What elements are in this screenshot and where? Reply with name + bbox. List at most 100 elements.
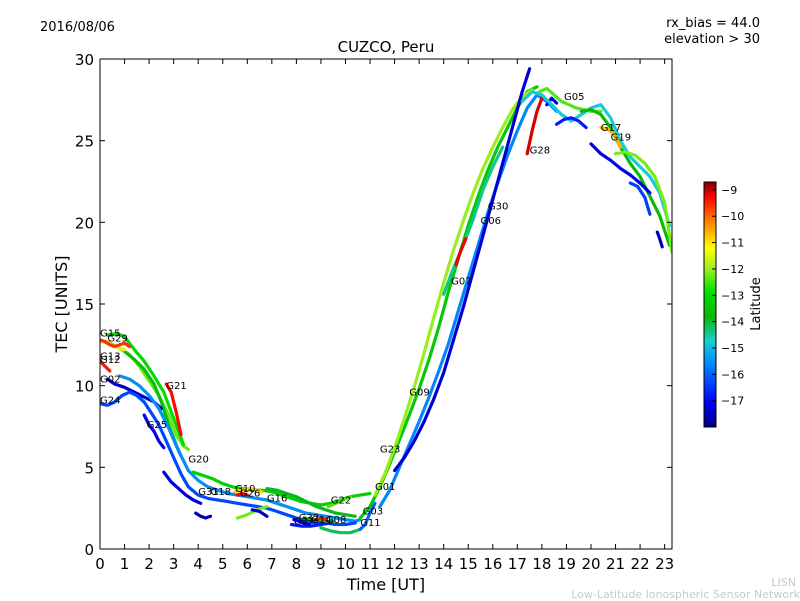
colorbar-label: Latitude [749,277,764,331]
series-track-18 [265,487,357,518]
series-track-17 [250,508,269,518]
satellite-label-g28: G28 [530,146,550,157]
satellite-label-g22: G22 [331,495,351,506]
colorbar-tick-label-2: −11 [721,237,744,250]
x-tick-label-0: 0 [95,555,105,573]
satellite-label-g26: G26 [240,489,260,500]
satellite-label-g29: G29 [107,334,127,345]
series-layer [100,67,672,535]
colorbar-tick-label-8: −17 [721,395,744,408]
colorbar-tick-label-0: −9 [721,184,737,197]
y-axis: 0 5 10 15 20 25 30 [75,51,672,559]
satellite-label-g10: G10 [235,484,255,495]
bias-label: rx_bias = 44.0 [666,16,760,31]
series-track-9 [142,413,166,450]
x-tick-label-11: 11 [360,555,379,573]
x-tick-label-18: 18 [532,555,551,573]
colorbar [703,181,717,428]
satellite-label-g19: G19 [611,133,631,144]
series-track-36 [554,116,588,130]
x-tick-label-19: 19 [557,555,576,573]
x-axis: 0 1 2 3 4 5 6 7 8 9 10 11 12 13 14 15 16 17 18 19 20 21 22 23 [95,59,674,573]
series-track-41 [628,181,652,216]
series-track-14 [233,487,264,494]
y-tick-label-10: 10 [75,378,94,396]
colorbar-tick-label-3: −12 [721,263,744,276]
satellite-label-g13: G13 [100,352,120,363]
chart-title: CUZCO, Peru [338,38,435,56]
series-track-38 [599,125,623,149]
satellite-label-g12: G12 [100,355,120,366]
x-tick-label-8: 8 [292,555,302,573]
series-track-7 [117,374,362,523]
satellite-label-g20: G20 [188,454,208,465]
satellite-label-g03: G03 [363,507,383,518]
y-tick-label-30: 30 [75,51,94,69]
x-tick-label-6: 6 [243,555,253,573]
x-tick-label-13: 13 [410,555,429,573]
colorbar-ticks: −9 −10 −11 −12 −13 −14 −15 −16 −17 [712,184,744,408]
date-label: 2016/08/06 [40,20,115,35]
x-tick-label-7: 7 [267,555,277,573]
satellite-label-g18: G18 [211,487,231,498]
satellite-label-g21: G21 [166,381,186,392]
satellite-label-g23: G23 [380,445,400,456]
y-tick-label-0: 0 [84,541,94,559]
x-tick-label-2: 2 [144,555,154,573]
series-track-37 [579,107,672,247]
series-track-30 [442,145,505,296]
satellite-label-g31: G31 [198,487,218,498]
satellite-label-g08: G08 [326,515,346,526]
satellite-label-g15: G15 [100,329,120,340]
x-tick-label-17: 17 [508,555,527,573]
series-track-29 [393,67,532,473]
x-tick-label-3: 3 [169,555,179,573]
colorbar-tick-label-1: −10 [721,210,744,223]
x-tick-label-15: 15 [459,555,478,573]
x-tick-label-16: 16 [483,555,502,573]
satellite-label-g05: G05 [564,92,584,103]
colorbar-tick-label-6: −15 [721,342,744,355]
series-track-22 [314,516,328,522]
y-axis-label: TEC [UNITS] [52,256,71,354]
series-track-12 [194,511,213,520]
x-tick-label-1: 1 [120,555,130,573]
x-tick-label-20: 20 [581,555,600,573]
colorbar-tick-label-4: −13 [721,289,744,302]
x-tick-label-22: 22 [631,555,650,573]
colorbar-tick-label-7: −16 [721,368,744,381]
series-track-28 [378,93,559,509]
satellite-label-g16: G16 [267,494,287,505]
colorbar-tick-label-5: −14 [721,316,744,329]
satellite-label-g07: G07 [451,276,471,287]
elevation-label: elevation > 30 [664,32,760,47]
satellite-label-g25: G25 [147,420,167,431]
series-track-15 [235,491,249,497]
series-track-19 [289,521,333,528]
series-track-4 [100,338,132,349]
series-track-32 [525,96,544,156]
series-track-5 [100,359,112,373]
x-tick-label-10: 10 [336,555,355,573]
series-track-40 [589,142,652,195]
y-tick-label-20: 20 [75,214,94,232]
x-tick-label-5: 5 [218,555,228,573]
satellite-label-g11: G11 [360,518,380,529]
satellite-label-g01: G01 [375,482,395,493]
satellite-label-g30: G30 [488,201,508,212]
satellite-label-g17: G17 [601,123,621,134]
y-tick-label-25: 25 [75,133,94,151]
series-track-42 [655,230,664,249]
x-tick-label-12: 12 [385,555,404,573]
series-track-24 [319,526,362,535]
satellite-label-g27: G27 [294,517,314,528]
y-tick-label-15: 15 [75,296,94,314]
satellite-label-g14: G14 [311,515,331,526]
series-track-8 [100,390,357,527]
series-track-31 [454,237,468,267]
y-tick-label-5: 5 [84,459,94,477]
series-track-39 [613,150,672,254]
satellite-label-g24: G24 [100,396,120,407]
